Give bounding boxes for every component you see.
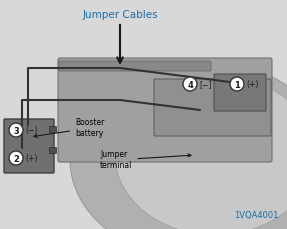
Text: Jumper Cables: Jumper Cables [82, 10, 158, 20]
Text: 3: 3 [13, 126, 19, 136]
FancyBboxPatch shape [49, 126, 57, 133]
FancyBboxPatch shape [58, 58, 272, 162]
FancyBboxPatch shape [59, 61, 211, 71]
Ellipse shape [70, 60, 287, 229]
Text: 1VQA4001: 1VQA4001 [234, 211, 278, 220]
Text: 1: 1 [234, 81, 240, 90]
FancyBboxPatch shape [154, 79, 271, 136]
Text: 4: 4 [187, 81, 193, 90]
Text: Booster
battery: Booster battery [34, 118, 104, 138]
FancyBboxPatch shape [214, 74, 266, 111]
Circle shape [183, 77, 197, 91]
Text: (+): (+) [246, 81, 258, 90]
Text: 2: 2 [13, 155, 19, 164]
Text: (+): (+) [25, 155, 37, 164]
Text: Jumper
terminal: Jumper terminal [100, 150, 191, 170]
Text: (−): (−) [25, 126, 37, 136]
Text: [−]: [−] [199, 81, 211, 90]
FancyBboxPatch shape [4, 119, 54, 173]
Circle shape [230, 77, 244, 91]
Circle shape [9, 123, 23, 137]
Circle shape [9, 151, 23, 165]
Ellipse shape [115, 75, 287, 229]
FancyBboxPatch shape [49, 147, 57, 153]
